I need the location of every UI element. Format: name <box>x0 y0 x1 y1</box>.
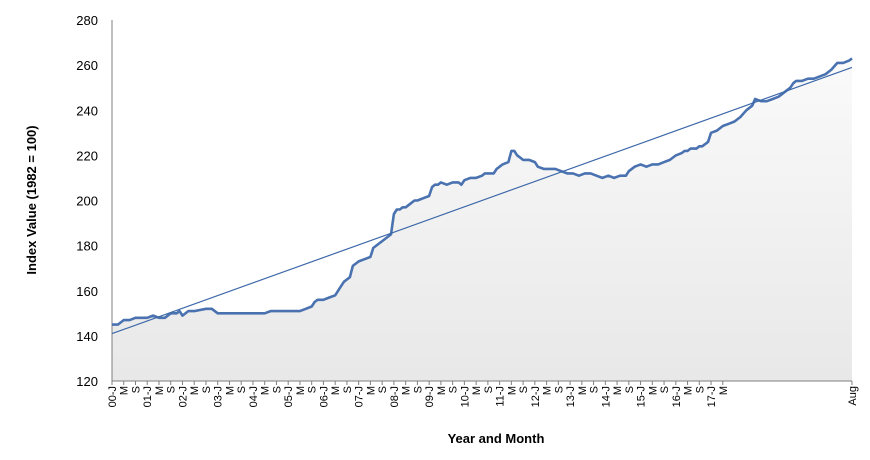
y-tick-label: 200 <box>76 194 98 209</box>
x-tick-label: 05-J <box>283 386 295 407</box>
x-tick-label: S <box>130 386 142 393</box>
x-tick-label: 12-J <box>530 386 542 407</box>
x-tick-label: 09-J <box>424 386 436 407</box>
x-tick-label: S <box>553 386 565 393</box>
x-tick-label: S <box>659 386 671 393</box>
x-tick-label: S <box>589 386 601 393</box>
x-tick-label: M <box>154 386 166 395</box>
x-tick-label: S <box>236 386 248 393</box>
x-tick-label: M <box>683 386 695 395</box>
x-tick-label: Aug <box>847 386 859 406</box>
x-tick-label: S <box>377 386 389 393</box>
x-tick-label: 13-J <box>565 386 577 407</box>
y-tick-label: 180 <box>76 239 98 254</box>
x-tick-label: M <box>330 386 342 395</box>
x-tick-label: 11-J <box>495 386 507 407</box>
x-tick-label: 00-J <box>107 386 119 407</box>
x-tick-label: M <box>224 386 236 395</box>
x-tick-label: M <box>436 386 448 395</box>
x-tick-label: M <box>471 386 483 395</box>
x-tick-label: M <box>718 386 730 395</box>
y-tick-label: 140 <box>76 329 98 344</box>
x-tick-label: S <box>694 386 706 393</box>
x-tick-label: S <box>518 386 530 393</box>
x-axis-title: Year and Month <box>448 431 545 446</box>
x-tick-label: M <box>365 386 377 395</box>
x-tick-label: S <box>342 386 354 393</box>
y-tick-label: 260 <box>76 58 98 73</box>
x-tick-label: M <box>647 386 659 395</box>
x-tick-label: S <box>271 386 283 393</box>
area-fill <box>112 58 852 382</box>
x-tick-label: S <box>201 386 213 393</box>
x-tick-label: S <box>412 386 424 393</box>
x-tick-label: M <box>506 386 518 395</box>
x-tick-label: 02-J <box>177 386 189 407</box>
x-tick-label: 03-J <box>213 386 225 407</box>
x-tick-label: M <box>260 386 272 395</box>
x-tick-label: M <box>119 386 131 395</box>
y-tick-label: 280 <box>76 13 98 28</box>
x-tick-label: M <box>542 386 554 395</box>
y-axis-title: Index Value (1982 = 100) <box>24 125 39 274</box>
y-tick-label: 220 <box>76 148 98 163</box>
series-line <box>112 57 853 326</box>
x-tick-label: S <box>448 386 460 393</box>
y-tick-label: 240 <box>76 103 98 118</box>
x-tick-label: 04-J <box>248 386 260 407</box>
x-tick-label: 16-J <box>671 386 683 407</box>
y-ticks: 120 140 160 180 200 220 240 260 280 <box>76 13 98 389</box>
x-tick-label: 10-J <box>459 386 471 407</box>
x-tick-label: M <box>612 386 624 395</box>
x-tick-label: 06-J <box>318 386 330 407</box>
y-tick-label: 160 <box>76 284 98 299</box>
x-tick-label: S <box>483 386 495 393</box>
x-tick-label: 01-J <box>142 386 154 407</box>
x-tick-label: 15-J <box>636 386 648 407</box>
x-tick-label: S <box>307 386 319 393</box>
x-ticks: 00-J M S 01-J M S 02-J M S 03-J M S 04-J M S 05-J M S 06-J… <box>107 381 859 407</box>
x-tick-label: M <box>401 386 413 395</box>
x-tick-label: M <box>577 386 589 395</box>
y-tick-label: 120 <box>76 374 98 389</box>
trend-line <box>111 66 853 335</box>
x-tick-label: S <box>166 386 178 393</box>
x-tick-label: 17-J <box>706 386 718 407</box>
x-tick-label: S <box>624 386 636 393</box>
x-tick-label: 14-J <box>600 386 612 407</box>
x-tick-label: M <box>189 386 201 395</box>
x-tick-label: 07-J <box>354 386 366 407</box>
x-tick-label: 08-J <box>389 386 401 407</box>
x-tick-label: M <box>295 386 307 395</box>
